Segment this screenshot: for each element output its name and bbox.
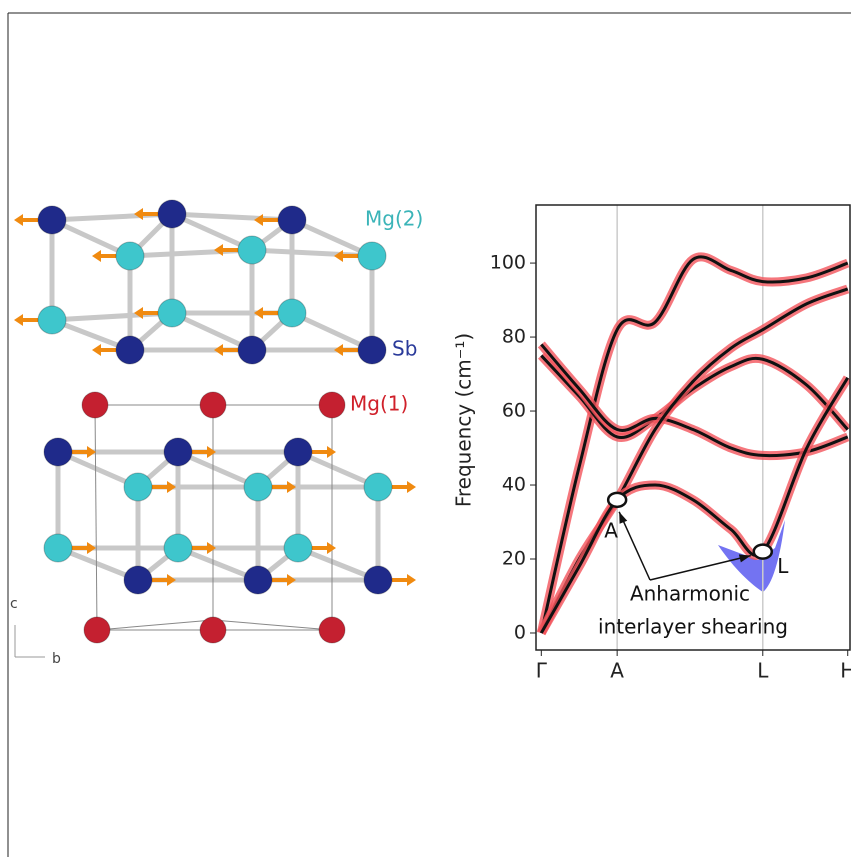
displacement-arrow-head <box>207 542 216 554</box>
y-tick-label: 20 <box>502 548 526 570</box>
displacement-arrow-head <box>254 307 263 319</box>
cell-edge <box>95 405 97 630</box>
atom-mg2 <box>238 236 266 264</box>
annotation-arrow-head <box>619 512 627 524</box>
atom-mg1 <box>82 392 108 418</box>
annotation-arrow <box>650 556 751 580</box>
atom-mg2 <box>38 306 66 334</box>
atom-mg2 <box>164 534 192 562</box>
atom-sb <box>244 566 272 594</box>
y-tick-label: 40 <box>502 474 526 496</box>
atom-mg1 <box>200 617 226 643</box>
y-axis-label: Frequency (cm⁻¹) <box>452 333 476 507</box>
atom-mg2 <box>116 242 144 270</box>
marker <box>754 545 772 559</box>
y-tick-label: 100 <box>490 252 526 274</box>
atom-sb <box>116 336 144 364</box>
displacement-arrow-head <box>287 574 296 586</box>
annotation: Anharmonic <box>630 582 750 606</box>
atom-mg2 <box>158 299 186 327</box>
displacement-arrow-head <box>87 446 96 458</box>
annotation: interlayer shearing <box>598 615 788 639</box>
y-tick-label: 0 <box>514 621 526 643</box>
atom-sb <box>44 438 72 466</box>
band <box>541 257 847 633</box>
x-tick-label: Γ <box>536 659 548 683</box>
displacement-arrow-head <box>407 481 416 493</box>
displacement-arrow-head <box>92 250 101 262</box>
atom-mg2 <box>124 473 152 501</box>
x-tick-label: H <box>840 659 851 683</box>
atom-sb <box>124 566 152 594</box>
displacement-arrow-head <box>87 542 96 554</box>
displacement-arrow-head <box>92 344 101 356</box>
x-tick-label: L <box>757 659 769 683</box>
x-tick-label: A <box>610 659 624 683</box>
atom-sb <box>158 200 186 228</box>
displacement-arrow-head <box>334 344 343 356</box>
label-mg2: Mg(2) <box>365 207 423 231</box>
displacement-arrow-head <box>207 446 216 458</box>
axis-b-label: b <box>52 651 61 667</box>
atom-mg1 <box>319 392 345 418</box>
atom-mg2 <box>278 299 306 327</box>
atom-sb <box>238 336 266 364</box>
atom-sb <box>364 566 392 594</box>
atom-mg1 <box>84 617 110 643</box>
atom-mg1 <box>319 617 345 643</box>
atom-mg2 <box>364 473 392 501</box>
atom-mg1 <box>200 392 226 418</box>
marker-label: L <box>777 554 789 578</box>
crystal-structure <box>14 200 416 643</box>
displacement-arrow-head <box>407 574 416 586</box>
atom-mg2 <box>244 473 272 501</box>
atom-sb <box>278 206 306 234</box>
atom-mg2 <box>358 242 386 270</box>
label-sb: Sb <box>392 337 417 361</box>
atom-mg2 <box>44 534 72 562</box>
displacement-arrow-head <box>167 574 176 586</box>
atom-mg2 <box>284 534 312 562</box>
atom-sb <box>284 438 312 466</box>
atom-sb <box>358 336 386 364</box>
displacement-arrow-head <box>14 214 23 226</box>
cell-edge <box>97 620 213 630</box>
y-tick-label: 80 <box>502 326 526 348</box>
y-tick-label: 60 <box>502 400 526 422</box>
marker-label: A <box>604 518 618 542</box>
displacement-arrow-head <box>167 481 176 493</box>
displacement-arrow-head <box>214 344 223 356</box>
atom-sb <box>164 438 192 466</box>
atom-sb <box>38 206 66 234</box>
axis-c-label: c <box>10 596 18 612</box>
marker <box>608 493 626 507</box>
figure: Mg(2) Sb Mg(1) c b Frequency (cm⁻¹) Γ A L H… <box>0 0 851 857</box>
cell-edge <box>213 620 332 630</box>
label-mg1: Mg(1) <box>350 392 408 416</box>
displacement-arrow-head <box>287 481 296 493</box>
displacement-arrow-head <box>14 314 23 326</box>
